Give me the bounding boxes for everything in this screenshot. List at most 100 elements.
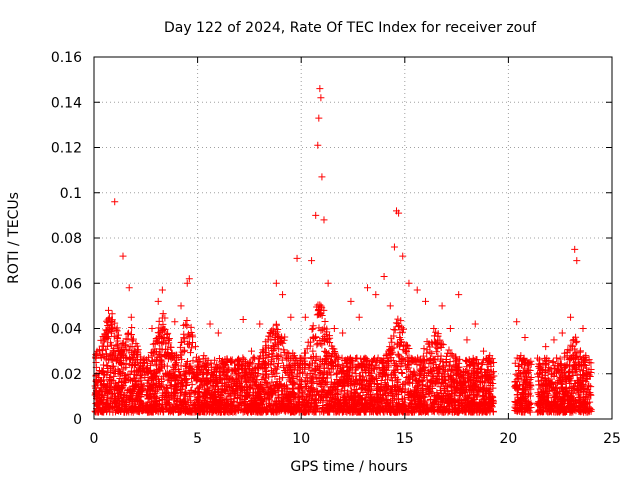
data-point-cloud bbox=[580, 361, 588, 369]
data-point-cloud bbox=[137, 404, 145, 412]
data-point-cloud bbox=[266, 401, 274, 409]
data-point-cloud bbox=[136, 403, 144, 411]
data-point-cloud bbox=[241, 358, 249, 366]
data-point-cloud bbox=[107, 323, 115, 331]
data-point-cloud bbox=[375, 407, 383, 415]
data-point-cloud bbox=[222, 386, 230, 394]
data-point-cloud bbox=[562, 371, 570, 379]
data-point-cloud bbox=[576, 403, 584, 411]
data-point-cloud bbox=[233, 381, 241, 389]
data-point-cloud bbox=[211, 367, 219, 375]
data-point-cloud bbox=[189, 333, 197, 341]
data-point-cloud bbox=[215, 405, 223, 413]
data-point-cloud bbox=[102, 388, 110, 396]
data-point bbox=[185, 275, 193, 283]
data-point-cloud bbox=[98, 367, 106, 375]
data-point-cloud bbox=[113, 324, 121, 332]
data-point-cloud bbox=[220, 367, 228, 375]
data-point-cloud bbox=[399, 346, 407, 354]
data-point bbox=[405, 279, 413, 287]
data-point-cloud bbox=[171, 402, 179, 410]
data-point-cloud bbox=[269, 389, 277, 397]
data-point-cloud bbox=[445, 372, 453, 380]
data-point-cloud bbox=[128, 343, 136, 351]
data-point-cloud bbox=[411, 375, 419, 383]
data-point-cloud bbox=[277, 381, 285, 389]
data-point-cloud bbox=[323, 325, 331, 333]
data-point-cloud bbox=[399, 356, 407, 364]
data-point-cloud bbox=[556, 388, 564, 396]
data-point-cloud bbox=[489, 407, 497, 415]
data-point-cloud bbox=[321, 347, 329, 355]
data-point-cloud bbox=[462, 385, 470, 393]
data-point-cloud bbox=[107, 404, 115, 412]
data-point-cloud bbox=[357, 400, 365, 408]
data-point-cloud bbox=[167, 381, 175, 389]
data-point-cloud bbox=[108, 390, 116, 398]
data-point-cloud bbox=[259, 408, 267, 416]
data-point-cloud bbox=[162, 392, 170, 400]
data-point-cloud bbox=[329, 365, 337, 373]
data-point-cloud bbox=[168, 368, 176, 376]
data-point-cloud bbox=[374, 399, 382, 407]
data-point-cloud bbox=[235, 355, 243, 363]
data-point-cloud bbox=[306, 342, 314, 350]
data-point-cloud bbox=[465, 357, 473, 365]
data-point bbox=[119, 252, 127, 260]
data-point-cloud bbox=[371, 402, 379, 410]
data-point-cloud bbox=[363, 391, 371, 399]
data-point bbox=[223, 358, 231, 366]
data-point-cloud bbox=[319, 398, 327, 406]
data-point-cloud bbox=[424, 340, 432, 348]
data-point-cloud bbox=[285, 350, 293, 358]
data-point-cloud bbox=[144, 354, 152, 362]
data-point-cloud bbox=[258, 382, 266, 390]
data-point-cloud bbox=[321, 318, 329, 326]
data-point-cloud bbox=[243, 388, 251, 396]
data-point-cloud bbox=[548, 380, 556, 388]
data-point-cloud bbox=[460, 378, 468, 386]
data-point-cloud bbox=[355, 408, 363, 416]
data-point-cloud bbox=[541, 387, 549, 395]
data-point-cloud bbox=[199, 355, 207, 363]
data-point-cloud bbox=[253, 363, 261, 371]
data-point-cloud bbox=[266, 328, 274, 336]
data-point-cloud bbox=[273, 351, 281, 359]
data-point-cloud bbox=[95, 387, 103, 395]
data-point-cloud bbox=[132, 340, 140, 348]
data-point-cloud bbox=[440, 385, 448, 393]
data-point bbox=[330, 325, 338, 332]
data-point-cloud bbox=[177, 351, 185, 359]
data-point-cloud bbox=[291, 362, 299, 370]
data-point-cloud bbox=[327, 371, 335, 379]
data-point-cloud bbox=[489, 384, 497, 392]
data-point-cloud bbox=[569, 352, 577, 360]
data-point-cloud bbox=[92, 408, 100, 416]
data-point-cloud bbox=[169, 375, 177, 383]
data-point-cloud bbox=[184, 332, 192, 340]
data-point bbox=[165, 336, 173, 344]
data-point-cloud bbox=[430, 408, 438, 416]
data-point-cloud bbox=[209, 371, 217, 379]
data-point-cloud bbox=[249, 385, 257, 393]
data-point-cloud bbox=[289, 388, 297, 396]
data-point-cloud bbox=[555, 376, 563, 384]
data-point-cloud bbox=[296, 377, 304, 385]
data-point-cloud bbox=[566, 355, 574, 363]
data-point-cloud bbox=[201, 362, 209, 370]
data-point-cloud bbox=[203, 368, 211, 376]
data-point-cloud bbox=[451, 388, 459, 396]
data-point-cloud bbox=[202, 389, 210, 397]
data-point-cloud bbox=[452, 353, 460, 361]
data-point-cloud bbox=[354, 378, 362, 386]
data-point-cloud bbox=[562, 387, 570, 395]
data-point-cloud bbox=[554, 362, 562, 370]
data-point-cloud bbox=[279, 374, 287, 382]
data-point-cloud bbox=[398, 395, 406, 403]
data-point-cloud bbox=[122, 359, 130, 367]
data-point-cloud bbox=[248, 397, 256, 405]
data-point-cloud bbox=[103, 317, 111, 325]
data-point-cloud bbox=[289, 349, 297, 357]
data-point-cloud bbox=[314, 387, 322, 395]
data-point-cloud bbox=[154, 353, 162, 361]
